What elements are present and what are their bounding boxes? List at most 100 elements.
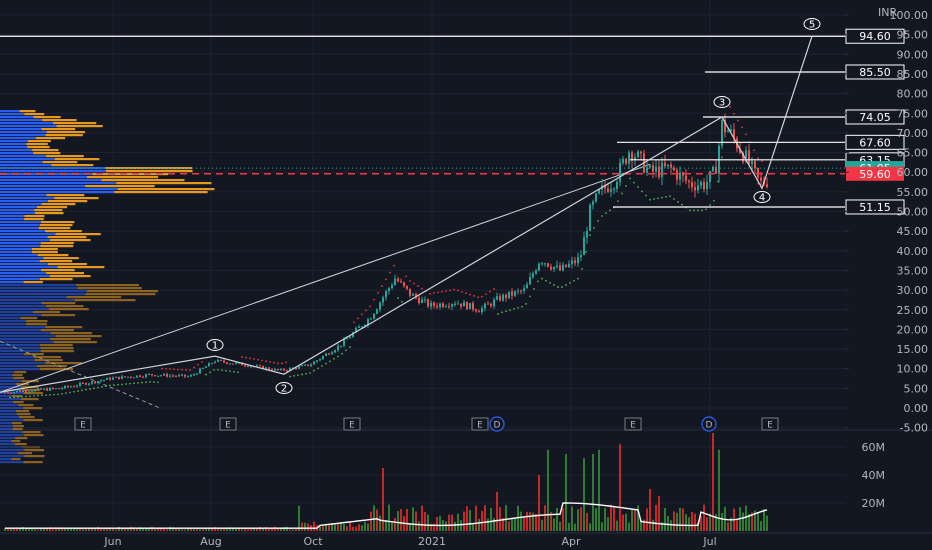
- dividend-marker[interactable]: [701, 416, 717, 432]
- volume-bar: [49, 527, 51, 531]
- earnings-marker[interactable]: [219, 417, 237, 431]
- candlestick-series[interactable]: [4, 113, 768, 395]
- dividend-marker[interactable]: [489, 416, 505, 432]
- stop-dot: [77, 390, 79, 392]
- volume-bar: [274, 526, 276, 531]
- trend-line-dashed: [0, 340, 161, 409]
- stop-dot: [49, 393, 51, 396]
- wave-label: 3: [719, 98, 725, 109]
- stop-dot: [753, 149, 755, 152]
- y-tick-label: 70.00: [897, 127, 929, 140]
- candle-body: [232, 363, 234, 365]
- profile-bar-down: [114, 191, 208, 194]
- candle-body: [76, 385, 78, 387]
- volume-bar: [445, 521, 447, 531]
- wave-label: 4: [759, 193, 765, 204]
- volume-bar: [85, 528, 87, 531]
- candle-body: [235, 362, 237, 364]
- y-tick-label: 85.00: [897, 68, 929, 81]
- volume-bar: [550, 512, 552, 531]
- candle-body: [259, 365, 261, 367]
- volume-bar: [580, 507, 582, 531]
- stop-dot: [457, 289, 459, 292]
- candle-body: [442, 303, 444, 307]
- profile-bar-up: [0, 383, 16, 386]
- y-tick-label: 25.00: [897, 304, 929, 317]
- candle-body: [307, 364, 309, 366]
- profile-bar-up: [0, 188, 118, 191]
- earnings-marker[interactable]: [74, 417, 92, 431]
- volume-bar: [583, 458, 585, 531]
- time-axis[interactable]: Jun Aug Oct 2021 Apr Jul: [0, 532, 932, 548]
- profile-bar-up: [0, 455, 25, 458]
- volume-bar: [490, 507, 492, 531]
- stop-dot: [745, 133, 747, 136]
- profile-bar-up: [0, 395, 13, 398]
- candle-body: [310, 364, 312, 366]
- stop-dot: [601, 215, 603, 217]
- event-label: E: [349, 421, 355, 431]
- profile-bar-up: [0, 218, 25, 221]
- event-label: E: [630, 421, 636, 431]
- stop-dot: [237, 371, 239, 374]
- stop-dot: [545, 279, 547, 282]
- stop-dot: [205, 373, 207, 376]
- poc-price-label-box: [846, 166, 904, 181]
- stop-dot: [213, 369, 215, 371]
- stop-dot: [309, 372, 311, 374]
- profile-bar-up: [0, 209, 35, 212]
- profile-bar-up: [0, 227, 39, 230]
- volume-bar: [499, 506, 501, 531]
- stop-dot: [177, 368, 179, 371]
- earnings-marker[interactable]: [471, 417, 489, 431]
- profile-bar-down: [15, 437, 28, 440]
- candle-body: [481, 308, 483, 313]
- profile-bar-down: [32, 149, 59, 152]
- earnings-marker[interactable]: [624, 417, 642, 431]
- profile-bar-down: [105, 170, 193, 173]
- volume-tick-label: 40M: [862, 469, 886, 482]
- stop-dot: [721, 156, 723, 159]
- profile-bar-up: [0, 212, 35, 215]
- candle-body: [595, 193, 597, 202]
- earnings-marker[interactable]: [761, 417, 779, 431]
- stop-dot: [261, 359, 263, 362]
- profile-bar-up: [0, 236, 48, 239]
- earnings-marker[interactable]: [343, 417, 361, 431]
- candle-body: [553, 266, 555, 270]
- stop-dot: [9, 396, 11, 399]
- stop-dot: [377, 291, 379, 294]
- volume-bar: [298, 505, 300, 531]
- stop-dot: [525, 303, 527, 305]
- candle-body: [361, 326, 363, 328]
- candle-body: [175, 375, 177, 377]
- stop-dot: [689, 209, 691, 212]
- stop-dot: [449, 289, 451, 292]
- candle-body: [322, 356, 324, 359]
- candle-body: [46, 388, 48, 391]
- profile-bar-up: [0, 290, 87, 293]
- trailing-stop-dots: [9, 101, 763, 399]
- volume-bar: [205, 527, 207, 531]
- profile-bar-up: [0, 299, 75, 302]
- volume-bar: [91, 528, 93, 531]
- volume-bar: [400, 509, 402, 531]
- profile-bar-down: [86, 176, 159, 179]
- candle-body: [19, 390, 21, 393]
- price-axis[interactable]: 100.00 95.00 90.00 85.00 80.00 75.00 70.00 65.0…: [845, 9, 928, 435]
- profile-bar-down: [22, 389, 41, 392]
- candle-body: [319, 358, 321, 361]
- stop-dot: [485, 293, 487, 296]
- stop-dot: [137, 382, 139, 384]
- profile-bar-down: [24, 113, 45, 116]
- volume-bar: [76, 527, 78, 531]
- stop-dot: [729, 106, 731, 108]
- profile-bar-down: [11, 422, 22, 425]
- time-tick-label: 2021: [418, 535, 446, 548]
- candle-body: [262, 365, 264, 370]
- candle-body: [127, 376, 129, 378]
- candle-body: [625, 158, 627, 164]
